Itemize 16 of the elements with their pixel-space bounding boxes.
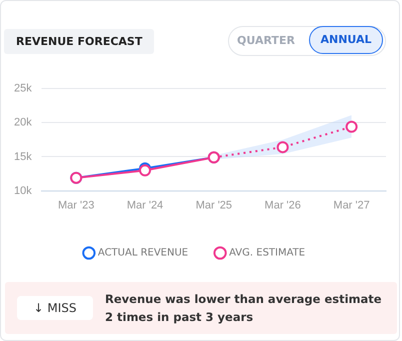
text: QUARTER [237, 34, 295, 47]
y-tick-label: 20k [14, 116, 32, 129]
x-tick-label: Mar '24 [126, 199, 164, 212]
chart-title: REVENUE FORECAST [4, 29, 154, 54]
text: ↓ MISS [17, 296, 93, 320]
x-tick-label: Mar '26 [264, 199, 301, 212]
legend-label: AVG. ESTIMATE [229, 248, 306, 259]
x-tick-label: Mar '27 [333, 199, 370, 212]
text: Revenue was lower than average estimate 2 times in past 3 years [105, 291, 383, 326]
legend-label: ACTUAL REVENUE [98, 248, 188, 259]
y-tick-label: 15k [14, 150, 32, 163]
y-tick-label: 25k [14, 82, 32, 95]
x-tick-label: Mar '25 [196, 199, 232, 212]
x-tick-label: Mar '23 [58, 199, 94, 212]
text: ANNUAL [309, 26, 383, 54]
y-tick-label: 10k [14, 184, 32, 197]
